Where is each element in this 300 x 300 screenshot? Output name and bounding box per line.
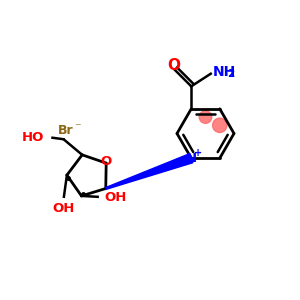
Text: ⁻: ⁻: [74, 122, 81, 135]
Text: OH: OH: [104, 191, 127, 204]
Text: HO: HO: [22, 131, 44, 144]
Text: O: O: [100, 155, 112, 168]
Text: Br: Br: [58, 124, 74, 137]
Text: O: O: [167, 58, 180, 74]
Text: 2: 2: [227, 69, 235, 79]
Ellipse shape: [213, 118, 227, 133]
Text: N: N: [186, 152, 197, 165]
Text: OH: OH: [53, 202, 75, 214]
Text: +: +: [194, 148, 202, 158]
Polygon shape: [105, 154, 193, 189]
Text: NH: NH: [212, 65, 236, 79]
Ellipse shape: [199, 111, 212, 123]
